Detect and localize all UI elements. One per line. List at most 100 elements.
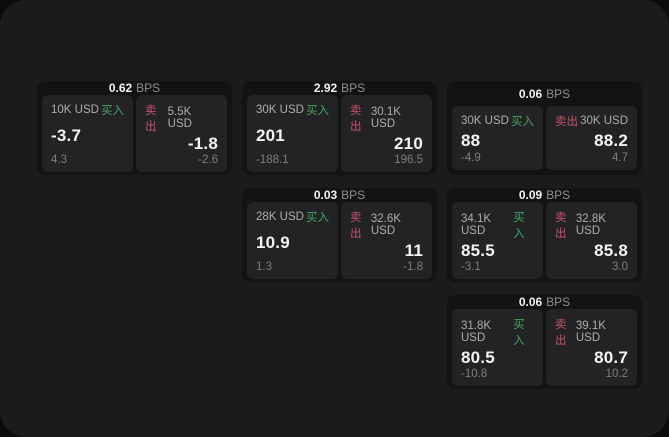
sell-price-value: 210 (394, 134, 423, 153)
sell-price-value: -1.8 (187, 134, 218, 153)
sell-side-label: 卖出 (555, 116, 578, 128)
quote-panels: 31.8K USD 买入 80.5 -10.8 卖出 39.1K USD 80.… (452, 309, 637, 386)
sell-price-value: 80.7 (594, 348, 628, 367)
sell-label-row: 卖出 32.8K USD (555, 209, 628, 241)
buy-side-label: 买入 (101, 105, 124, 117)
sell-side-label: 卖出 (555, 319, 567, 347)
buy-side-label: 买入 (306, 212, 329, 224)
buy-amount-label: 30K USD (256, 104, 304, 116)
buy-amount-label: 31.8K USD (461, 320, 492, 344)
buy-delta-value: -188.1 (256, 154, 289, 166)
bps-unit-label: BPS (136, 81, 161, 95)
sell-price-value: 85.8 (594, 241, 628, 260)
buy-side-label: 买入 (306, 105, 329, 117)
bps-header: 2.92 BPS (247, 81, 432, 95)
sell-panel[interactable]: 卖出 5.5K USD -1.8 -2.6 (136, 95, 227, 172)
bps-header: 0.09 BPS (452, 188, 637, 202)
buy-panel[interactable]: 30K USD 买入 201 -188.1 (247, 95, 338, 172)
buy-delta-value: 1.3 (256, 261, 272, 273)
bps-header: 0.03 BPS (247, 188, 432, 202)
quote-card: 0.62 BPS 10K USD 买入 -3.7 4.3 卖出 5.5K USD (37, 81, 232, 175)
buy-panel[interactable]: 30K USD 买入 88 -4.9 (452, 106, 543, 170)
bps-unit-label: BPS (341, 188, 366, 202)
sell-panel[interactable]: 卖出 39.1K USD 80.7 10.2 (546, 309, 637, 386)
buy-amount-label: 28K USD (256, 211, 304, 223)
sell-amount-label: 32.8K USD (575, 213, 606, 237)
buy-price-value: 80.5 (461, 348, 495, 367)
sell-side-label: 卖出 (350, 105, 362, 133)
bps-unit-label: BPS (546, 295, 571, 309)
bps-value: 2.92 (313, 81, 338, 95)
quote-card: 0.06 BPS 30K USD 买入 88 -4.9 卖出 30K USD (447, 81, 642, 175)
bps-header: 0.06 BPS (452, 295, 637, 309)
quote-panels: 30K USD 买入 88 -4.9 卖出 30K USD 88.2 4.7 (452, 106, 637, 170)
quote-card: 0.03 BPS 28K USD 买入 10.9 1.3 卖出 32.6K US… (242, 188, 437, 282)
quote-card: 0.06 BPS 31.8K USD 买入 80.5 -10.8 卖出 39.1… (447, 295, 642, 389)
bps-unit-label: BPS (546, 188, 571, 202)
bps-unit-label: BPS (341, 81, 366, 95)
buy-label-row: 31.8K USD 买入 (461, 316, 534, 348)
quote-panels: 34.1K USD 买入 85.5 -3.1 卖出 32.8K USD 85.8… (452, 202, 637, 279)
sell-amount-label: 39.1K USD (575, 320, 606, 344)
sell-delta-value: -2.6 (198, 154, 218, 166)
sell-price-value: 11 (404, 241, 423, 260)
sell-label-row: 卖出 5.5K USD (145, 102, 218, 134)
bps-value: 0.09 (518, 188, 543, 202)
sell-amount-label: 32.6K USD (370, 213, 401, 237)
buy-price-value: 201 (256, 126, 285, 145)
sell-delta-value: 3.0 (612, 261, 628, 273)
buy-panel[interactable]: 10K USD 买入 -3.7 4.3 (42, 95, 133, 172)
sell-delta-value: 196.5 (394, 154, 423, 166)
buy-label-row: 34.1K USD 买入 (461, 209, 534, 241)
buy-price-value: 10.9 (256, 233, 290, 252)
buy-price-value: 85.5 (461, 241, 495, 260)
sell-delta-value: -1.8 (403, 261, 423, 273)
buy-panel[interactable]: 28K USD 买入 10.9 1.3 (247, 202, 338, 279)
quote-panels: 30K USD 买入 201 -188.1 卖出 30.1K USD 210 1… (247, 95, 432, 172)
sell-panel[interactable]: 卖出 30K USD 88.2 4.7 (546, 106, 637, 170)
buy-delta-value: -3.1 (461, 261, 481, 273)
sell-amount-label: 5.5K USD (167, 106, 192, 130)
buy-price-value: 88 (461, 130, 481, 150)
buy-panel[interactable]: 31.8K USD 买入 80.5 -10.8 (452, 309, 543, 386)
buy-delta-value: -10.8 (461, 368, 488, 380)
buy-label-row: 30K USD 买入 (461, 113, 534, 129)
sell-side-label: 卖出 (145, 105, 157, 133)
bps-value: 0.06 (518, 86, 543, 101)
sell-label-row: 卖出 32.6K USD (350, 209, 423, 241)
bps-header: 0.62 BPS (42, 81, 227, 95)
sell-price-value: 88.2 (594, 130, 628, 150)
buy-delta-value: 4.3 (51, 154, 67, 166)
sell-label-row: 卖出 30K USD (555, 113, 628, 129)
buy-amount-label: 30K USD (461, 115, 509, 127)
bps-value: 0.03 (313, 188, 338, 202)
buy-amount-label: 34.1K USD (461, 213, 492, 237)
bps-unit-label: BPS (546, 86, 571, 101)
sell-panel[interactable]: 卖出 32.8K USD 85.8 3.0 (546, 202, 637, 279)
sell-panel[interactable]: 卖出 30.1K USD 210 196.5 (341, 95, 432, 172)
sell-delta-value: 10.2 (605, 368, 628, 380)
sell-label-row: 卖出 30.1K USD (350, 102, 423, 134)
quote-panels: 28K USD 买入 10.9 1.3 卖出 32.6K USD 11 -1.8 (247, 202, 432, 279)
bps-value: 0.62 (108, 81, 133, 95)
buy-label-row: 30K USD 买入 (256, 102, 329, 118)
sell-label-row: 卖出 39.1K USD (555, 316, 628, 348)
buy-delta-value: -4.9 (461, 152, 481, 164)
buy-amount-label: 10K USD (51, 104, 99, 116)
sell-amount-label: 30K USD (580, 115, 628, 127)
bps-header: 0.06 BPS (452, 81, 637, 106)
quote-grid: 0.62 BPS 10K USD 买入 -3.7 4.3 卖出 5.5K USD (37, 81, 642, 389)
quote-card: 2.92 BPS 30K USD 买入 201 -188.1 卖出 30.1K … (242, 81, 437, 175)
sell-side-label: 卖出 (350, 212, 362, 240)
bps-value: 0.06 (518, 295, 543, 309)
buy-label-row: 28K USD 买入 (256, 209, 329, 225)
buy-price-value: -3.7 (51, 126, 82, 145)
buy-panel[interactable]: 34.1K USD 买入 85.5 -3.1 (452, 202, 543, 279)
buy-side-label: 买入 (513, 212, 525, 240)
sell-delta-value: 4.7 (612, 152, 628, 164)
buy-side-label: 买入 (513, 319, 525, 347)
quote-card: 0.09 BPS 34.1K USD 买入 85.5 -3.1 卖出 32.8K… (447, 188, 642, 282)
quote-panels: 10K USD 买入 -3.7 4.3 卖出 5.5K USD -1.8 -2.… (42, 95, 227, 172)
sell-panel[interactable]: 卖出 32.6K USD 11 -1.8 (341, 202, 432, 279)
